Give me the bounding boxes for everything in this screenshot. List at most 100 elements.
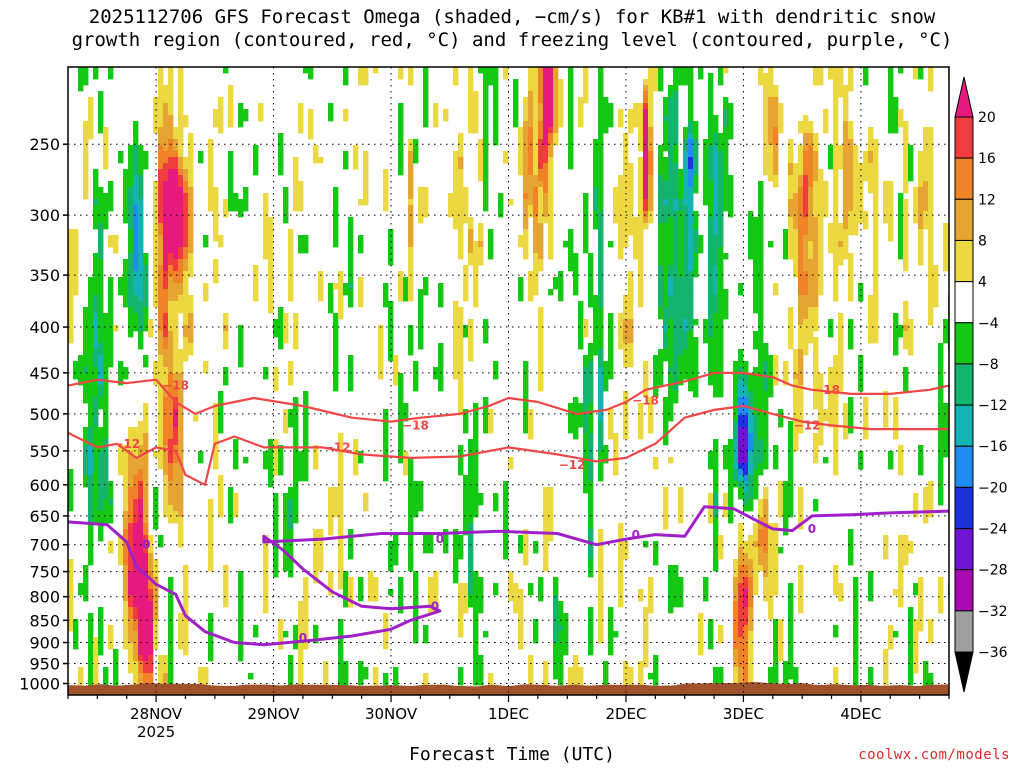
omega-cell xyxy=(318,157,324,164)
omega-cell xyxy=(68,271,74,278)
omega-cell xyxy=(543,667,549,674)
omega-cell xyxy=(103,451,109,458)
omega-cell xyxy=(228,181,234,188)
omega-cell xyxy=(583,373,589,380)
omega-cell xyxy=(408,181,414,188)
omega-cell xyxy=(683,211,689,218)
omega-cell xyxy=(688,247,694,254)
omega-cell xyxy=(463,511,469,518)
omega-cell xyxy=(178,121,184,128)
omega-cell xyxy=(628,277,634,284)
omega-cell xyxy=(283,553,289,560)
omega-cell xyxy=(713,181,719,188)
omega-cell xyxy=(348,547,354,554)
omega-cell xyxy=(698,613,704,620)
omega-cell xyxy=(233,451,239,458)
omega-cell xyxy=(308,133,314,140)
omega-cell xyxy=(658,379,664,386)
omega-cell xyxy=(88,295,94,302)
omega-cell xyxy=(238,355,244,362)
omega-cell xyxy=(408,523,414,530)
omega-cell xyxy=(468,91,474,98)
omega-cell xyxy=(208,205,214,212)
omega-cell xyxy=(468,505,474,512)
omega-cell xyxy=(143,283,149,290)
omega-cell xyxy=(128,457,134,464)
omega-cell xyxy=(603,97,609,104)
omega-cell xyxy=(168,613,174,620)
omega-cell xyxy=(713,529,719,536)
omega-cell xyxy=(658,151,664,158)
omega-cell xyxy=(278,157,284,164)
omega-cell xyxy=(143,679,149,686)
omega-cell xyxy=(548,115,554,122)
omega-cell xyxy=(233,199,239,206)
omega-cell xyxy=(178,151,184,158)
omega-cell xyxy=(683,175,689,182)
omega-cell xyxy=(168,313,174,320)
omega-cell xyxy=(463,205,469,212)
omega-cell xyxy=(708,253,714,260)
omega-cell xyxy=(668,307,674,314)
omega-cell xyxy=(78,67,84,74)
omega-cell xyxy=(718,163,724,170)
omega-cell xyxy=(383,631,389,638)
omega-cell xyxy=(313,565,319,572)
omega-cell xyxy=(688,283,694,290)
omega-cell xyxy=(718,631,724,638)
omega-cell xyxy=(598,91,604,98)
omega-cell xyxy=(68,265,74,272)
omega-cell xyxy=(753,493,759,500)
omega-cell xyxy=(98,631,104,638)
omega-cell xyxy=(318,271,324,278)
omega-cell xyxy=(763,565,769,572)
omega-cell xyxy=(163,91,169,98)
omega-cell xyxy=(263,217,269,224)
omega-cell xyxy=(73,271,79,278)
omega-cell xyxy=(508,589,514,596)
omega-cell xyxy=(223,571,229,578)
omega-cell xyxy=(673,67,679,74)
omega-cell xyxy=(773,631,779,638)
omega-cell xyxy=(713,541,719,548)
omega-cell xyxy=(673,133,679,140)
omega-cell xyxy=(458,361,464,368)
omega-cell xyxy=(788,427,794,434)
omega-cell xyxy=(158,673,164,680)
omega-cell xyxy=(98,199,104,206)
omega-cell xyxy=(88,337,94,344)
omega-cell xyxy=(173,259,179,266)
omega-cell xyxy=(418,301,424,308)
omega-cell xyxy=(143,505,149,512)
omega-cell xyxy=(123,199,129,206)
omega-cell xyxy=(628,193,634,200)
omega-cell xyxy=(288,505,294,512)
omega-cell xyxy=(538,103,544,110)
omega-cell xyxy=(598,295,604,302)
omega-cell xyxy=(718,295,724,302)
omega-cell xyxy=(528,211,534,218)
omega-cell xyxy=(253,169,259,176)
omega-cell xyxy=(623,553,629,560)
omega-cell xyxy=(178,523,184,530)
omega-cell xyxy=(108,361,114,368)
omega-cell xyxy=(143,613,149,620)
omega-cell xyxy=(788,313,794,320)
omega-cell xyxy=(98,355,104,362)
omega-cell xyxy=(553,115,559,122)
omega-cell xyxy=(108,193,114,200)
omega-cell xyxy=(238,649,244,656)
omega-cell xyxy=(138,649,144,656)
omega-cell xyxy=(468,475,474,482)
omega-cell xyxy=(298,613,304,620)
omega-cell xyxy=(683,139,689,146)
omega-cell xyxy=(718,157,724,164)
omega-cell xyxy=(773,565,779,572)
omega-cell xyxy=(718,349,724,356)
omega-cell xyxy=(478,151,484,158)
omega-cell xyxy=(568,121,574,128)
omega-cell xyxy=(128,283,134,290)
omega-cell xyxy=(168,175,174,182)
omega-cell xyxy=(133,187,139,194)
omega-cell xyxy=(173,487,179,494)
